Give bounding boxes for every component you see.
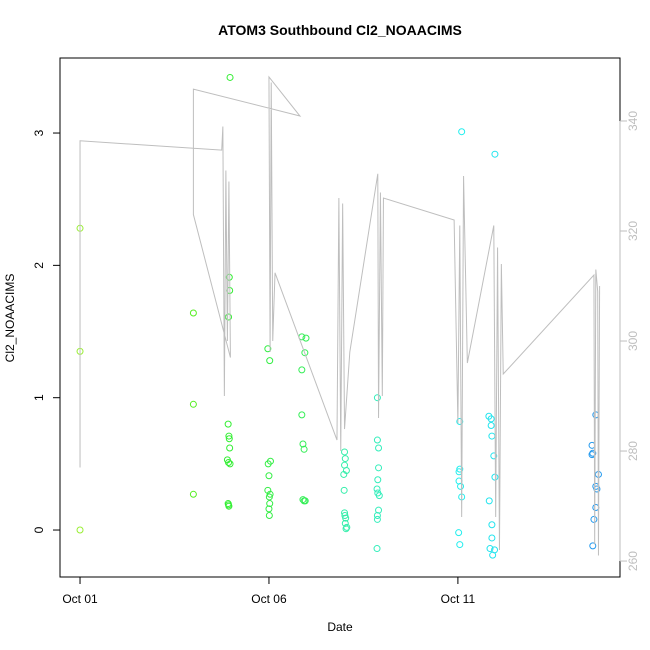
- data-point: [340, 486, 348, 494]
- data-point: [298, 411, 306, 419]
- data-point: [189, 309, 197, 317]
- data-point: [593, 485, 601, 493]
- data-point: [373, 436, 381, 444]
- data-point: [299, 440, 307, 448]
- data-point: [265, 472, 273, 480]
- x-tick-label: Oct 11: [441, 592, 476, 606]
- data-point: [458, 128, 466, 136]
- data-point: [265, 505, 273, 513]
- data-point: [375, 492, 383, 500]
- chart-title: ATOM3 Southbound Cl2_NOAACIMS: [218, 22, 462, 38]
- data-line: [79, 75, 601, 556]
- data-point: [488, 432, 496, 440]
- data-point: [341, 455, 349, 463]
- data-point: [341, 509, 349, 517]
- data-point: [225, 435, 233, 443]
- y2-tick-label: 300: [626, 331, 640, 351]
- y2-tick-label: 320: [626, 221, 640, 241]
- x-axis-label: Date: [327, 620, 353, 634]
- data-point: [264, 345, 272, 353]
- data-point: [375, 444, 383, 452]
- data-point: [266, 500, 274, 508]
- data-point: [589, 449, 597, 457]
- data-point: [373, 515, 381, 523]
- data-point: [488, 521, 496, 529]
- data-point: [226, 73, 234, 81]
- data-point: [487, 415, 495, 423]
- data-point: [457, 482, 465, 490]
- y2-tick-label: 280: [626, 441, 640, 461]
- data-point: [300, 497, 308, 505]
- data-point: [590, 515, 598, 523]
- data-point: [456, 541, 464, 549]
- data-point: [342, 514, 350, 522]
- data-point: [301, 349, 309, 357]
- y2-tick-label: 260: [626, 551, 640, 571]
- data-point: [489, 551, 497, 559]
- data-point: [373, 394, 381, 402]
- data-point: [341, 519, 349, 527]
- data-point: [342, 525, 350, 533]
- y-tick-label: 2: [32, 262, 46, 269]
- data-point: [375, 506, 383, 514]
- y-tick-label: 3: [32, 129, 46, 136]
- data-point: [189, 490, 197, 498]
- data-point: [300, 445, 308, 453]
- y2-tick-label: 340: [626, 111, 640, 131]
- data-point: [264, 486, 272, 494]
- data-point: [189, 400, 197, 408]
- data-point: [266, 357, 274, 365]
- data-point: [264, 460, 272, 468]
- data-point: [340, 470, 348, 478]
- x-tick-label: Oct 01: [62, 592, 98, 606]
- data-point: [265, 511, 273, 519]
- data-point: [455, 529, 463, 537]
- data-point: [225, 313, 233, 321]
- x-tick-label: Oct 06: [251, 592, 287, 606]
- data-point: [491, 150, 499, 158]
- data-point: [76, 526, 84, 534]
- y-axis-label: Cl2_NOAACIMS: [3, 274, 17, 363]
- data-point: [486, 545, 494, 553]
- data-point: [226, 460, 234, 468]
- data-point: [225, 502, 233, 510]
- data-point: [375, 464, 383, 472]
- data-point: [341, 448, 349, 456]
- data-point: [485, 497, 493, 505]
- data-point: [343, 523, 351, 531]
- data-point: [373, 511, 381, 519]
- data-point: [490, 452, 498, 460]
- data-point: [225, 432, 233, 440]
- data-point: [373, 485, 381, 493]
- data-point: [488, 534, 496, 542]
- data-point: [589, 542, 597, 550]
- data-point: [456, 418, 464, 426]
- y-tick-label: 0: [32, 526, 46, 533]
- data-point: [225, 459, 233, 467]
- data-point: [487, 421, 495, 429]
- data-point: [224, 420, 232, 428]
- data-point: [302, 334, 310, 342]
- data-point: [374, 476, 382, 484]
- data-point: [373, 545, 381, 553]
- data-point: [298, 366, 306, 374]
- data-point: [265, 493, 273, 501]
- y-tick-label: 1: [32, 394, 46, 401]
- data-point: [226, 444, 234, 452]
